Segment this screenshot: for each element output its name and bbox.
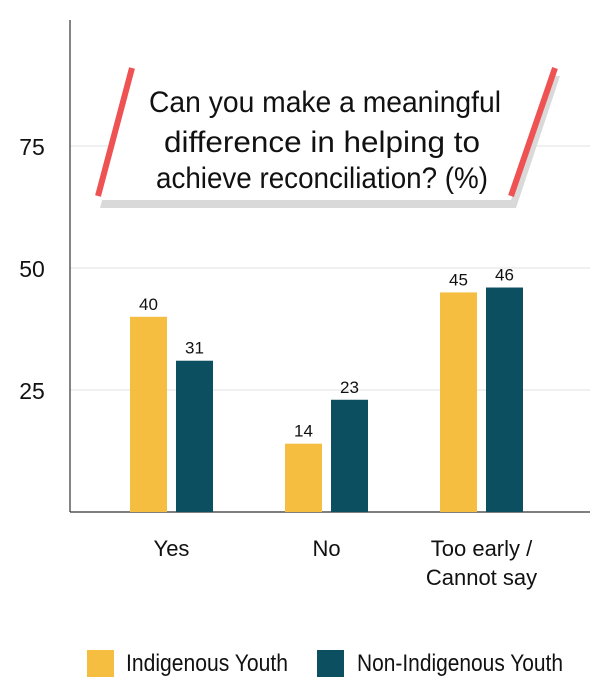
legend-label: Indigenous Youth — [126, 650, 288, 677]
bar-non-indigenous — [486, 287, 523, 512]
title-slash-right — [508, 67, 558, 197]
legend-label: Non-Indigenous Youth — [357, 650, 563, 677]
legend-swatch — [317, 650, 344, 677]
x-tick-label: Cannot say — [426, 565, 537, 590]
data-label: 46 — [495, 266, 514, 285]
chart-title-line: achieve reconciliation? (%) — [156, 162, 488, 195]
y-tick-label: 25 — [19, 378, 45, 404]
data-label: 31 — [185, 339, 204, 358]
data-label: 14 — [294, 422, 313, 441]
data-label: 40 — [139, 295, 158, 314]
bar-indigenous — [130, 316, 167, 512]
data-label: 23 — [340, 378, 359, 397]
legend-swatch — [87, 650, 114, 677]
title-slash-left — [95, 67, 135, 197]
bar-non-indigenous — [176, 360, 213, 512]
y-tick-label: 75 — [19, 134, 45, 160]
y-tick-label: 50 — [19, 256, 45, 282]
title-box — [97, 70, 555, 200]
bar-indigenous — [285, 443, 322, 512]
x-tick-label: Yes — [154, 536, 190, 561]
chart-title-line: Can you make a meaningful — [149, 86, 501, 119]
chart-title-line: difference in helping to — [164, 126, 480, 159]
x-tick-label: No — [312, 536, 340, 561]
bar-non-indigenous — [331, 399, 368, 512]
bar-indigenous — [440, 292, 477, 512]
x-tick-label: Too early / — [431, 536, 533, 561]
data-label: 45 — [449, 270, 468, 289]
